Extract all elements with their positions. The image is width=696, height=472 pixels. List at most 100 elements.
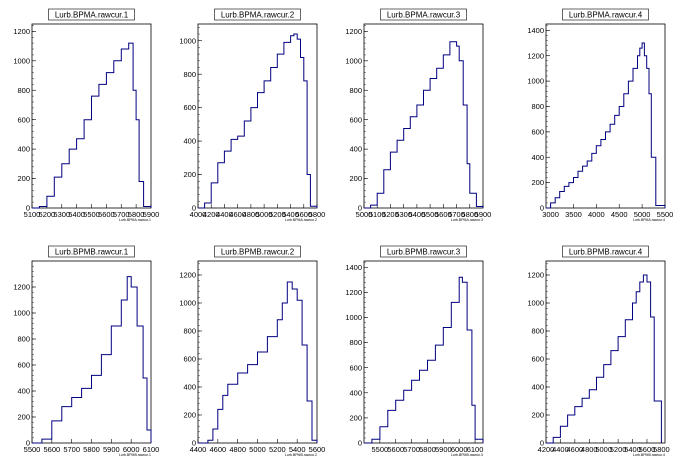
title-box	[48, 245, 135, 258]
histogram-series	[364, 41, 484, 209]
y-tick-label: 0	[26, 204, 30, 213]
x-tick-label: 5700	[403, 445, 420, 454]
x-tick-label: 5400	[289, 445, 306, 454]
y-tick-label: 0	[540, 439, 544, 448]
plot-frame	[545, 260, 666, 444]
y-tick-label: 400	[531, 383, 544, 392]
y-tick-label: 800	[17, 86, 30, 95]
y-tick-label: 0	[26, 439, 30, 448]
y-tick-label: 1200	[527, 271, 544, 280]
histogram-series	[546, 42, 666, 209]
y-tick-label: 400	[183, 383, 196, 392]
histogram-panel: Lurb.BPMA.rawcur.4 0 200 400 600 800 1000 1200 1…	[527, 8, 674, 222]
y-tick-label: 800	[183, 70, 196, 79]
histogram-panel: Lurb.BPMA.rawcur.3 0 200 400 600 800 1000 1200 5…	[345, 8, 491, 222]
y-tick-label: 1200	[527, 51, 544, 60]
y-tick-label: 200	[531, 411, 544, 420]
y-tick-label: 400	[17, 387, 30, 396]
plot-title: Lurb.BPMB.rawcur.4	[569, 248, 643, 257]
histogram-series	[198, 281, 318, 444]
x-axis-title: Lurb.BPMA.rawcur.2	[285, 218, 317, 222]
x-tick-label: 5500	[24, 445, 41, 454]
x-tick-label: 6100	[467, 445, 484, 454]
x-axis-title: Lurb.BPMA.rawcur.4	[633, 218, 665, 222]
x-tick-label: 5200	[39, 210, 56, 219]
x-tick-label: 5100	[369, 210, 386, 219]
x-tick-label: 5400	[282, 210, 299, 219]
x-tick-label: 5900	[435, 445, 452, 454]
title-box	[48, 8, 135, 21]
y-tick-label: 1200	[345, 288, 362, 297]
y-tick-label: 400	[349, 388, 362, 397]
histogram-panel: Lurb.BPMB.rawcur.2 0 200 400 600 800 1000 1200 4…	[179, 245, 325, 457]
y-tick-label: 600	[183, 103, 196, 112]
y-tick-label: 600	[531, 127, 544, 136]
x-tick-label: 6000	[451, 445, 468, 454]
x-tick-label: 3000	[542, 210, 559, 219]
y-tick-label: 600	[17, 115, 30, 124]
plot-title: Lurb.BPMA.rawcur.4	[569, 11, 643, 20]
x-tick-label: 3500	[565, 210, 582, 219]
y-tick-label: 800	[349, 86, 362, 95]
y-tick-label: 800	[349, 338, 362, 347]
x-tick-label: 5000	[249, 445, 266, 454]
x-tick-label: 5500	[657, 210, 674, 219]
y-tick-label: 400	[183, 137, 196, 146]
title-box	[214, 8, 301, 21]
y-tick-label: 800	[531, 327, 544, 336]
x-tick-label: 5700	[113, 210, 130, 219]
x-tick-label: 5100	[24, 210, 41, 219]
y-tick-label: 0	[358, 439, 362, 448]
y-tick-label: 200	[183, 411, 196, 420]
y-tick-label: 1000	[13, 56, 30, 65]
x-tick-label: 5600	[295, 210, 312, 219]
title-box	[380, 245, 467, 258]
y-tick-label: 0	[358, 204, 362, 213]
plot-title: Lurb.BPMA.rawcur.2	[221, 11, 295, 20]
y-tick-label: 600	[183, 355, 196, 364]
x-tick-label: 6000	[123, 445, 140, 454]
y-tick-label: 800	[17, 335, 30, 344]
x-tick-label: 5200	[269, 445, 286, 454]
x-tick-label: 5700	[448, 210, 465, 219]
x-tick-label: 4400	[216, 210, 233, 219]
x-axis-title: Lurb.BPMA.rawcur.1	[119, 218, 151, 222]
x-tick-label: 4000	[190, 210, 207, 219]
y-tick-label: 400	[531, 153, 544, 162]
x-tick-label: 5800	[128, 210, 145, 219]
x-tick-label: 5000	[634, 210, 651, 219]
plot-frame	[545, 23, 666, 209]
x-tick-label: 5800	[83, 445, 100, 454]
x-tick-label: 5200	[269, 210, 286, 219]
y-tick-label: 400	[349, 145, 362, 154]
plot-frame	[31, 260, 152, 444]
x-tick-label: 5700	[63, 445, 80, 454]
y-tick-label: 800	[531, 102, 544, 111]
title-box	[214, 245, 301, 258]
plot-title: Lurb.BPMA.rawcur.1	[55, 11, 129, 20]
y-tick-label: 1200	[13, 283, 30, 292]
y-tick-label: 200	[531, 178, 544, 187]
y-tick-label: 200	[349, 174, 362, 183]
y-tick-label: 0	[192, 204, 196, 213]
y-tick-label: 1400	[527, 26, 544, 35]
title-box	[380, 8, 467, 21]
x-tick-label: 5600	[43, 445, 60, 454]
y-tick-label: 600	[17, 361, 30, 370]
plot-title: Lurb.BPMB.rawcur.1	[55, 248, 129, 257]
x-axis-title: Lurb.BPMB.rawcur.2	[285, 453, 317, 457]
x-tick-label: 5500	[372, 445, 389, 454]
x-tick-label: 4600	[209, 445, 226, 454]
y-tick-label: 0	[540, 204, 544, 213]
x-tick-label: 5000	[256, 210, 273, 219]
x-tick-label: 5800	[653, 445, 670, 454]
histogram-series	[32, 276, 152, 444]
histogram-panel: Lurb.BPMB.rawcur.4 0 200 400 600 800 1000 1200 4…	[527, 245, 670, 457]
y-tick-label: 400	[17, 145, 30, 154]
y-tick-label: 600	[349, 363, 362, 372]
x-tick-label: 4200	[538, 445, 555, 454]
x-tick-label: 5400	[409, 210, 426, 219]
y-tick-label: 200	[183, 170, 196, 179]
y-tick-label: 1000	[13, 309, 30, 318]
x-axis-title: Lurb.BPMA.rawcur.3	[451, 218, 483, 222]
